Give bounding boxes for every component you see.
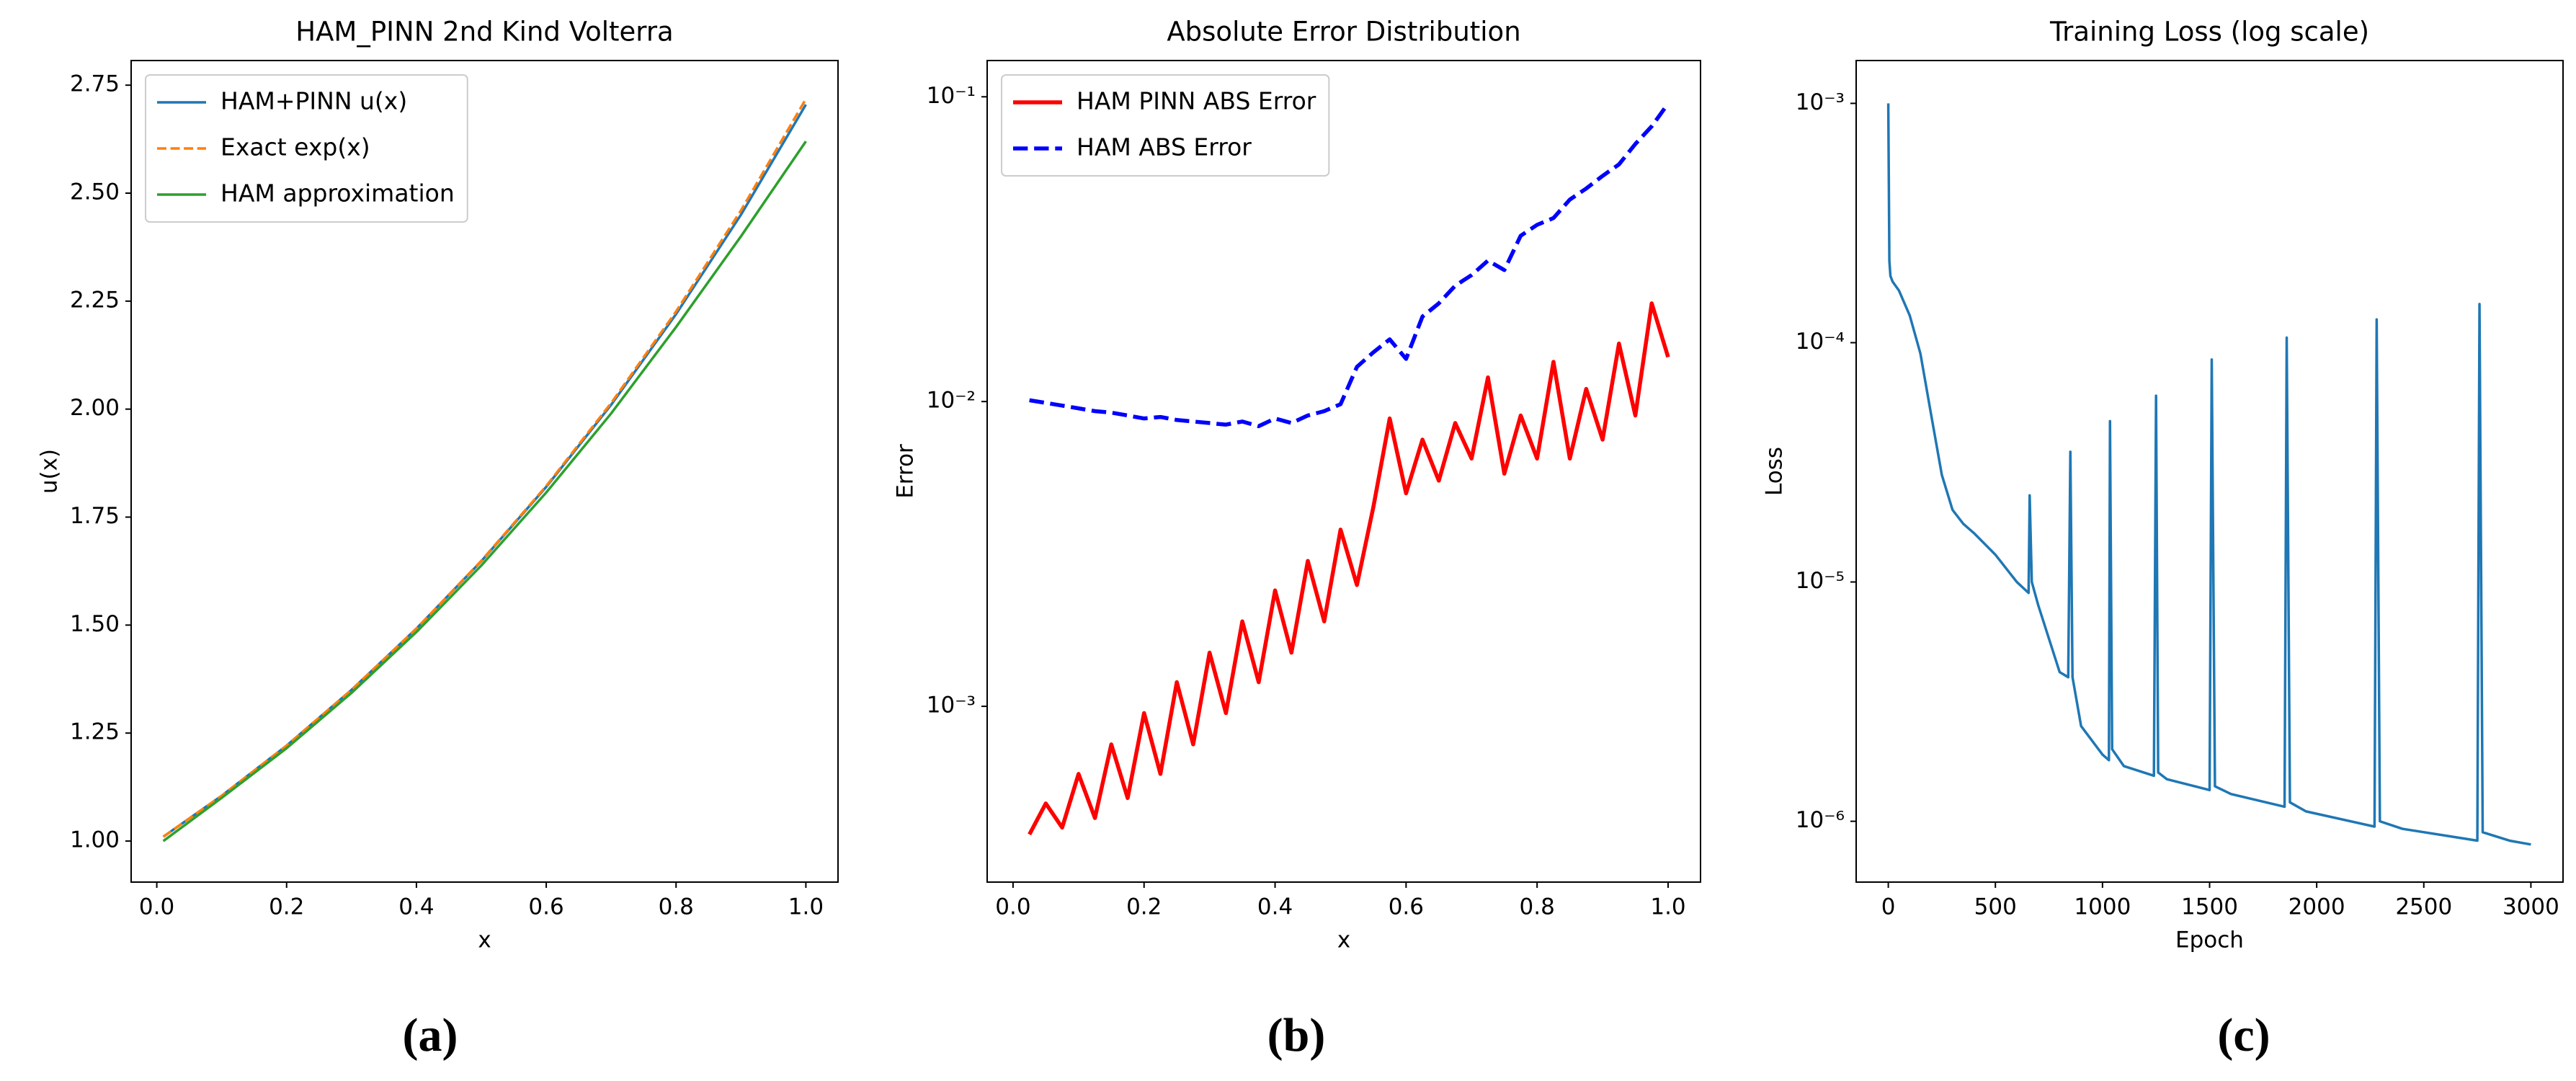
x-tick-label: 3000	[2503, 894, 2559, 920]
y-tick-label: 10⁻⁵	[1796, 568, 1845, 594]
x-tick-label: 0.4	[1257, 894, 1293, 920]
series-line	[162, 141, 807, 842]
x-tick-label: 0.8	[1520, 894, 1555, 920]
panel-caption: (a)	[403, 1009, 458, 1062]
x-tick-label: 500	[1974, 894, 2017, 920]
chart-title: HAM_PINN 2nd Kind Volterra	[295, 17, 673, 48]
x-tick-label: 1000	[2074, 894, 2131, 920]
y-tick-label: 1.50	[70, 611, 120, 637]
y-tick-label: 10⁻⁶	[1796, 807, 1845, 833]
axes-frame	[986, 60, 1701, 883]
legend-box	[1001, 74, 1330, 177]
legend-label: HAM ABS Error	[1077, 133, 1252, 161]
x-tick-label: 1.0	[1650, 894, 1685, 920]
y-tick-label: 10⁻³	[927, 693, 976, 719]
legend-label: Exact exp(x)	[220, 133, 370, 161]
chart-title: Absolute Error Distribution	[1167, 17, 1520, 48]
legend-label: HAM approximation	[220, 179, 455, 208]
y-axis-label: Error	[893, 444, 919, 499]
panel-caption: (b)	[1267, 1009, 1326, 1062]
axes-frame	[130, 60, 839, 883]
legend-label: HAM+PINN u(x)	[220, 87, 407, 115]
x-tick-label: 2000	[2288, 894, 2345, 920]
y-tick-label: 1.00	[70, 827, 120, 853]
x-axis-label: x	[478, 927, 491, 953]
x-tick-label: 2500	[2395, 894, 2452, 920]
y-tick-label: 10⁻⁴	[1796, 329, 1845, 355]
chart-title: Training Loss (log scale)	[2049, 17, 2369, 48]
x-tick-label: 0.0	[139, 894, 174, 920]
y-tick-label: 10⁻¹	[927, 83, 976, 109]
y-tick-label: 1.25	[70, 719, 120, 745]
y-axis-label: u(x)	[37, 449, 63, 494]
y-tick-label: 2.25	[70, 287, 120, 313]
x-tick-label: 0.8	[659, 894, 694, 920]
y-tick-label: 2.00	[70, 395, 120, 421]
panel-caption: (c)	[2217, 1009, 2270, 1062]
x-tick-label: 1.0	[788, 894, 824, 920]
x-axis-label: Epoch	[2175, 927, 2244, 953]
x-tick-label: 0.6	[1389, 894, 1424, 920]
legend-box	[145, 74, 468, 223]
y-tick-label: 10⁻³	[1796, 89, 1845, 115]
x-tick-label: 0.2	[1126, 894, 1162, 920]
x-tick-label: 0.6	[528, 894, 563, 920]
y-tick-label: 1.75	[70, 503, 120, 529]
y-axis-label: Loss	[1762, 447, 1788, 496]
y-tick-label: 2.75	[70, 71, 120, 97]
axes-frame	[1855, 60, 2564, 883]
x-tick-label: 0	[1881, 894, 1896, 920]
x-tick-label: 0.4	[398, 894, 434, 920]
legend-label: HAM PINN ABS Error	[1077, 87, 1316, 115]
series-line	[1886, 103, 2531, 846]
x-tick-label: 0.2	[269, 894, 304, 920]
series-line	[1029, 102, 1670, 429]
y-tick-label: 10⁻²	[927, 388, 976, 414]
x-tick-label: 1500	[2181, 894, 2238, 920]
x-axis-label: x	[1337, 927, 1350, 953]
x-tick-label: 0.0	[995, 894, 1030, 920]
y-tick-label: 2.50	[70, 179, 120, 205]
series-line	[162, 98, 807, 838]
series-line	[1028, 301, 1670, 836]
